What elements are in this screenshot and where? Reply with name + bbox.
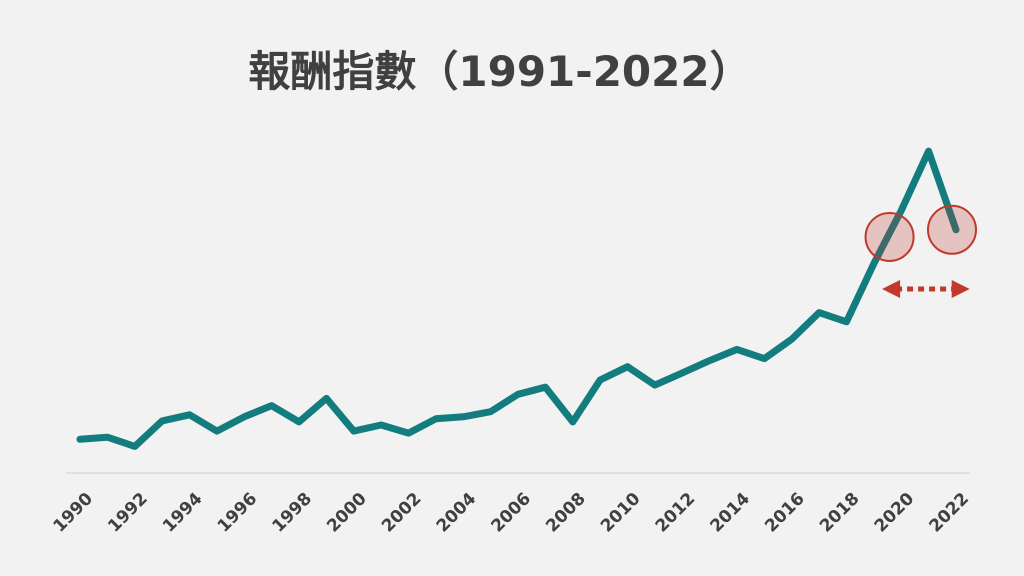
- series-line: [76, 147, 960, 450]
- x-tick-label: 1990: [49, 489, 97, 537]
- highlight-circle: [927, 204, 977, 255]
- x-tick-label: 2008: [542, 489, 590, 537]
- x-tick-label: 2000: [323, 489, 371, 537]
- x-tick-label: 2016: [761, 489, 809, 537]
- x-tick-label: 1998: [268, 489, 316, 537]
- x-tick-label: 1996: [214, 489, 262, 537]
- x-tick-label: 2020: [871, 489, 919, 537]
- x-tick-label: 2006: [487, 489, 535, 537]
- x-tick-label: 1994: [159, 489, 207, 537]
- highlight-circle: [864, 211, 915, 262]
- chart-title: 報酬指數（1991-2022）: [248, 47, 752, 96]
- x-tick-label: 2002: [378, 489, 426, 537]
- x-tick-label: 2004: [433, 489, 481, 537]
- x-tick-label: 2022: [925, 489, 973, 537]
- x-tick-label: 2018: [816, 489, 864, 537]
- x-tick-label: 2012: [652, 489, 700, 537]
- arrow-head-left: [882, 280, 901, 298]
- x-tick-label: 1992: [104, 489, 152, 537]
- x-tick-label: 2010: [597, 489, 645, 537]
- x-tick-label: 2014: [706, 489, 754, 537]
- arrow-head-right: [951, 280, 970, 298]
